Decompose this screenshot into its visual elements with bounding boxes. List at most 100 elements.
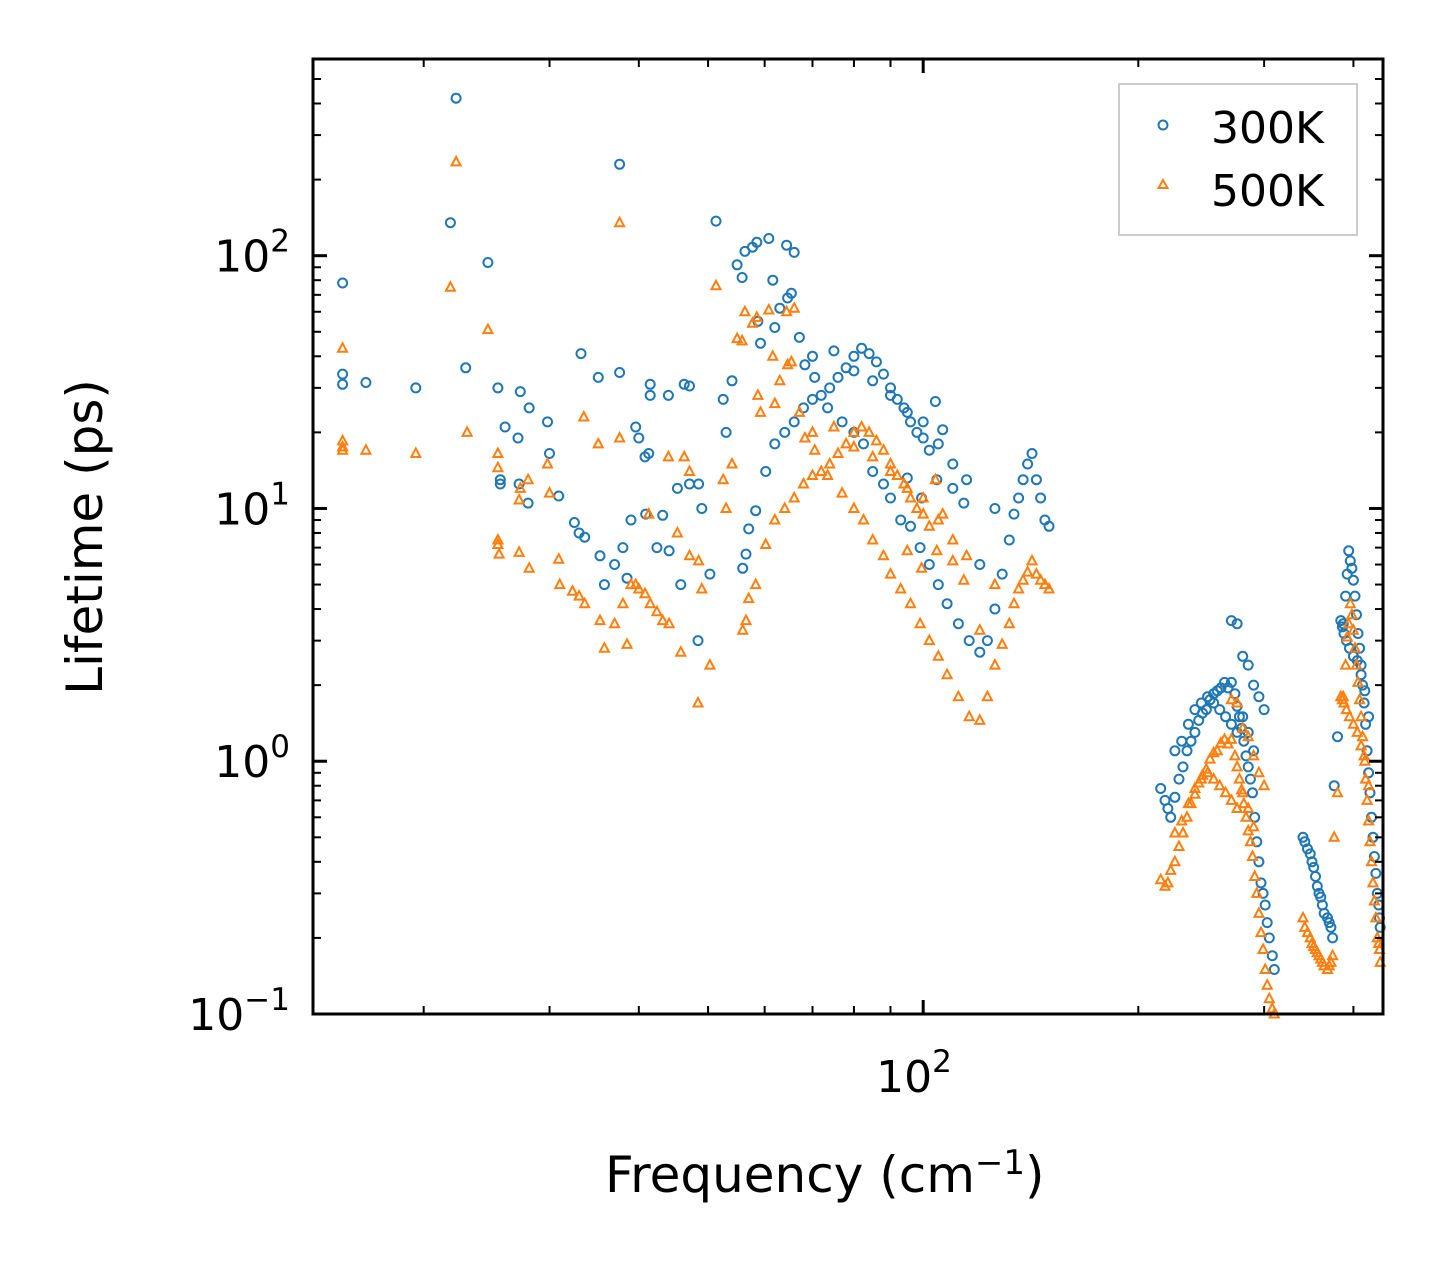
point-300k — [750, 505, 762, 517]
y-tick-label: 10−1 — [188, 982, 290, 1041]
point-500k — [1016, 573, 1030, 585]
point-500k — [866, 449, 879, 462]
point-500k — [543, 485, 556, 498]
point-500k — [683, 464, 696, 476]
point-500k — [946, 532, 959, 545]
point-500k — [847, 501, 861, 513]
point-500k — [1236, 721, 1249, 733]
point-500k — [738, 304, 752, 317]
point-300k — [867, 466, 879, 477]
point-500k — [1331, 785, 1344, 798]
point-300k — [621, 572, 633, 584]
point-300k — [885, 492, 896, 504]
point-300k — [905, 416, 916, 428]
point-500k — [1256, 942, 1270, 954]
point-300k — [1259, 899, 1271, 911]
point-500k — [932, 512, 945, 525]
point-500k — [336, 443, 349, 455]
point-300k — [1169, 745, 1181, 757]
y-axis-label: Lifetime (ps) — [56, 379, 114, 695]
point-500k — [960, 548, 973, 561]
legend-marker-300k — [1157, 119, 1169, 131]
point-500k — [759, 537, 772, 549]
point-300k — [1155, 783, 1167, 794]
point-500k — [692, 553, 705, 566]
point-300k — [901, 406, 913, 418]
point-500k — [1225, 692, 1238, 705]
point-500k — [862, 425, 876, 437]
point-300k — [1035, 492, 1047, 504]
point-300k — [1248, 745, 1260, 757]
point-500k — [835, 485, 849, 498]
point-300k — [885, 382, 896, 394]
point-300k — [594, 550, 606, 562]
point-500k — [866, 532, 879, 545]
point-500k — [1347, 623, 1360, 635]
point-300k — [579, 531, 591, 543]
point-300k — [337, 277, 349, 289]
point-500k — [1369, 910, 1383, 923]
point-300k — [788, 416, 800, 428]
point-500k — [613, 430, 626, 443]
point-500k — [1182, 796, 1195, 809]
point-300k — [598, 579, 610, 591]
point-500k — [1360, 793, 1374, 805]
point-300k — [1008, 508, 1020, 520]
point-300k — [743, 523, 755, 535]
point-300k — [1003, 534, 1015, 546]
point-300k — [614, 367, 626, 378]
point-500k — [492, 546, 506, 559]
point-500k — [904, 490, 917, 503]
point-300k — [1225, 718, 1237, 730]
point-500k — [491, 537, 505, 549]
point-300k — [1182, 718, 1194, 730]
point-300k — [1323, 917, 1335, 929]
point-300k — [492, 382, 504, 394]
point-300k — [793, 331, 805, 343]
point-500k — [491, 460, 505, 473]
point-300k — [937, 424, 949, 436]
point-500k — [608, 616, 621, 629]
point-500k — [781, 357, 794, 370]
point-300k — [989, 503, 1001, 514]
point-300k — [1013, 492, 1025, 504]
legend: 300K 500K — [1118, 83, 1358, 236]
point-500k — [904, 596, 917, 609]
point-500k — [1034, 573, 1047, 585]
point-500k — [750, 310, 763, 322]
point-500k — [839, 436, 853, 449]
point-300k — [737, 562, 749, 574]
point-500k — [1213, 778, 1226, 791]
point-300k — [1233, 711, 1245, 723]
point-500k — [917, 506, 930, 519]
point-500k — [1207, 745, 1220, 758]
point-500k — [973, 623, 986, 635]
point-300k — [867, 375, 879, 387]
point-500k — [1188, 781, 1202, 793]
point-300k — [947, 482, 959, 494]
y-tick-label: 102 — [214, 224, 290, 283]
x-tick-label: 102 — [876, 1044, 952, 1103]
point-500k — [988, 657, 1002, 670]
point-500k — [746, 316, 759, 328]
point-500k — [857, 512, 870, 525]
point-500k — [963, 709, 976, 722]
point-300k — [974, 559, 986, 570]
point-500k — [1354, 709, 1368, 722]
point-300k — [917, 432, 929, 444]
point-300k — [644, 389, 656, 401]
point-300k — [1346, 562, 1358, 574]
point-300k — [878, 478, 889, 490]
point-300k — [779, 426, 791, 438]
point-300k — [337, 378, 349, 390]
point-300k — [617, 542, 629, 554]
point-300k — [807, 350, 818, 362]
point-300k — [870, 356, 882, 368]
point-500k — [1154, 872, 1167, 885]
point-300k — [494, 474, 506, 486]
point-500k — [1168, 854, 1182, 867]
point-500k — [788, 490, 801, 503]
point-300k — [1374, 921, 1386, 933]
point-300k — [911, 426, 923, 438]
